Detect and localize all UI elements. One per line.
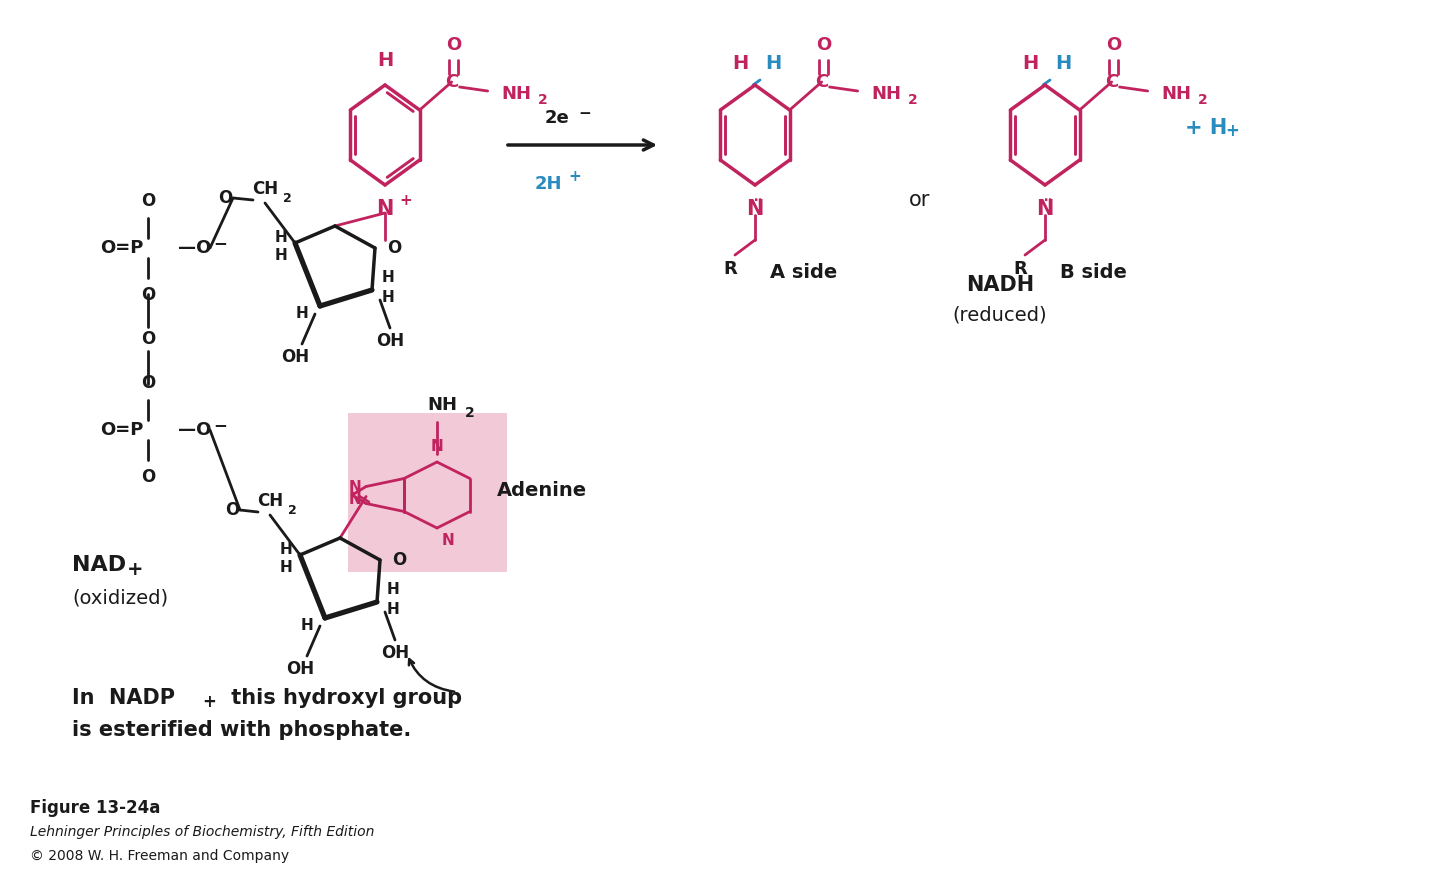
Text: In  NADP: In NADP bbox=[72, 688, 176, 708]
Text: O=P: O=P bbox=[99, 421, 144, 439]
Text: this hydroxyl group: this hydroxyl group bbox=[225, 688, 462, 708]
Text: H: H bbox=[765, 54, 780, 73]
Text: NH: NH bbox=[501, 85, 531, 103]
Text: H: H bbox=[274, 231, 287, 246]
Text: +: + bbox=[127, 560, 144, 579]
Text: —O: —O bbox=[179, 421, 212, 439]
Text: H: H bbox=[382, 291, 395, 306]
Text: O: O bbox=[141, 468, 156, 486]
Text: O: O bbox=[217, 189, 232, 207]
Text: −: − bbox=[213, 234, 228, 252]
Text: is esterified with phosphate.: is esterified with phosphate. bbox=[72, 720, 412, 740]
Text: N: N bbox=[376, 199, 393, 219]
Text: Lehninger Principles of Biochemistry, Fifth Edition: Lehninger Principles of Biochemistry, Fi… bbox=[30, 825, 374, 839]
Text: R: R bbox=[1014, 260, 1027, 278]
Text: NADH: NADH bbox=[966, 275, 1034, 295]
Text: NH: NH bbox=[428, 396, 456, 414]
Text: N: N bbox=[442, 533, 455, 548]
Text: H: H bbox=[279, 559, 292, 574]
Text: 2e: 2e bbox=[544, 109, 570, 127]
Text: 2H: 2H bbox=[536, 175, 563, 193]
Text: O: O bbox=[816, 36, 831, 54]
Text: OH: OH bbox=[376, 332, 405, 350]
Text: H: H bbox=[387, 603, 400, 618]
Text: or: or bbox=[909, 190, 930, 210]
Text: H: H bbox=[1022, 54, 1038, 73]
Text: 2: 2 bbox=[537, 93, 547, 107]
Text: 2: 2 bbox=[465, 406, 475, 420]
Text: C: C bbox=[815, 73, 828, 91]
Text: H: H bbox=[279, 543, 292, 558]
Text: O: O bbox=[392, 551, 406, 569]
Text: (oxidized): (oxidized) bbox=[72, 589, 168, 608]
Text: C: C bbox=[1104, 73, 1119, 91]
Text: H: H bbox=[387, 582, 400, 597]
Text: R: R bbox=[723, 260, 737, 278]
Text: O: O bbox=[141, 374, 156, 392]
Text: H: H bbox=[295, 307, 308, 322]
Text: H: H bbox=[274, 248, 287, 263]
Text: H: H bbox=[732, 54, 749, 73]
Text: H: H bbox=[301, 618, 312, 633]
Text: +: + bbox=[202, 693, 216, 711]
Text: C: C bbox=[445, 73, 458, 91]
Text: H: H bbox=[377, 51, 393, 70]
Text: OH: OH bbox=[287, 660, 314, 678]
Text: NAD: NAD bbox=[72, 555, 127, 575]
Text: N̈: N̈ bbox=[746, 199, 763, 219]
Text: NH: NH bbox=[1162, 85, 1192, 103]
Text: Adenine: Adenine bbox=[497, 480, 588, 500]
Text: © 2008 W. H. Freeman and Company: © 2008 W. H. Freeman and Company bbox=[30, 849, 289, 863]
Text: B side: B side bbox=[1060, 263, 1128, 282]
Text: H: H bbox=[1056, 54, 1071, 73]
Text: N: N bbox=[431, 439, 444, 454]
Text: CH: CH bbox=[256, 492, 284, 510]
Text: −: − bbox=[213, 416, 228, 434]
Text: +: + bbox=[567, 169, 580, 184]
Text: O: O bbox=[225, 501, 239, 519]
Text: 2: 2 bbox=[284, 192, 292, 205]
Text: NH: NH bbox=[871, 85, 901, 103]
Text: —O: —O bbox=[179, 239, 212, 257]
Text: O: O bbox=[446, 36, 461, 54]
Text: O: O bbox=[141, 330, 156, 348]
Text: 2: 2 bbox=[907, 93, 917, 107]
Text: N: N bbox=[348, 492, 361, 507]
Text: H: H bbox=[382, 270, 395, 285]
Text: CH: CH bbox=[252, 180, 278, 198]
Text: OH: OH bbox=[382, 644, 409, 662]
Text: O: O bbox=[141, 192, 156, 210]
Text: Figure 13-24a: Figure 13-24a bbox=[30, 799, 160, 817]
Text: N: N bbox=[348, 480, 361, 495]
FancyBboxPatch shape bbox=[348, 413, 507, 572]
Text: + H: + H bbox=[1185, 118, 1227, 138]
Text: N̈: N̈ bbox=[1037, 199, 1054, 219]
Text: O=P: O=P bbox=[99, 239, 144, 257]
Text: +: + bbox=[1225, 122, 1238, 140]
Text: 2: 2 bbox=[288, 504, 297, 517]
Text: A side: A side bbox=[770, 263, 837, 282]
Text: +: + bbox=[399, 193, 412, 208]
Text: O: O bbox=[387, 239, 402, 257]
Text: (reduced): (reduced) bbox=[953, 306, 1047, 324]
Text: −: − bbox=[577, 106, 590, 121]
Text: 2: 2 bbox=[1198, 93, 1207, 107]
Text: O: O bbox=[141, 286, 156, 304]
Text: O: O bbox=[1106, 36, 1122, 54]
Text: OH: OH bbox=[281, 348, 310, 366]
